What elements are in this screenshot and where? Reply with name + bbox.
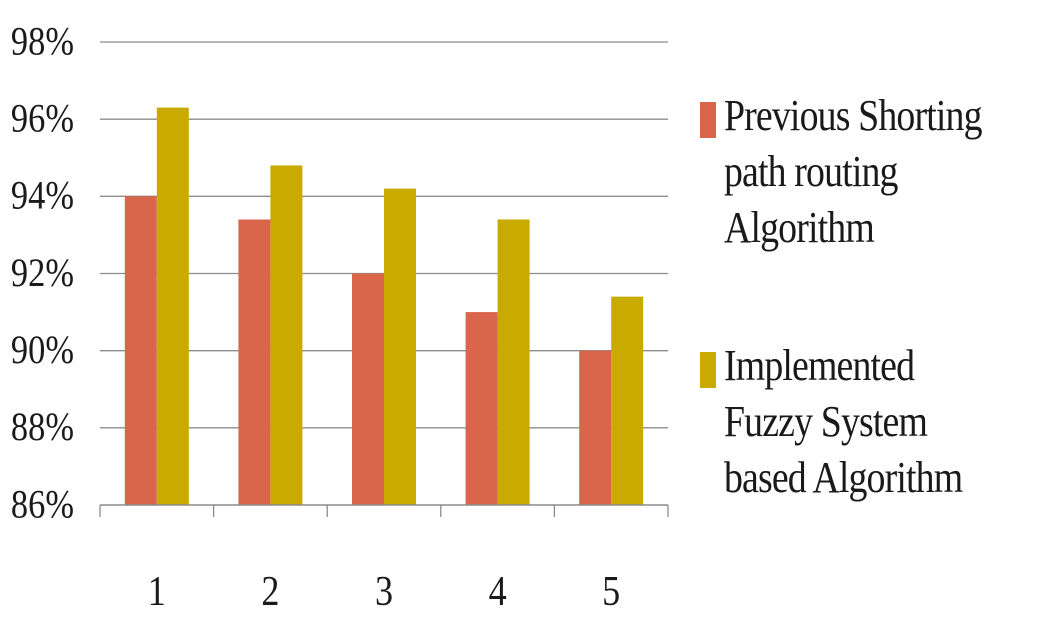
y-tick-label: 90% (11, 329, 74, 373)
bar-series-2-cat-5 (611, 296, 644, 505)
y-tick-label: 86% (11, 483, 74, 527)
bar-series-2-cat-3 (384, 188, 416, 505)
bar-series-1-cat-4 (465, 312, 498, 505)
x-tick-label: 4 (489, 569, 507, 615)
bar-series-2-cat-4 (497, 219, 530, 505)
bar-chart: 86% 88% 90% 92% 94% 96% 98% 1 2 3 4 5 (11, 20, 669, 615)
y-tick-label: 96% (11, 97, 74, 141)
legend-item-previous: Previous Shorting path routing Algorithm (700, 88, 1030, 256)
legend-item-implemented: Implemented Fuzzy System based Algorithm (700, 338, 1030, 506)
x-axis (99, 504, 669, 517)
legend-label-implemented: Implemented Fuzzy System based Algorithm (724, 341, 963, 502)
x-tick-label: 1 (148, 569, 166, 615)
bar-series-2-cat-2 (270, 165, 303, 505)
y-tick-label: 88% (11, 406, 74, 450)
x-tick-label: 2 (261, 569, 279, 615)
legend-label-previous: Previous Shorting path routing Algorithm (724, 91, 982, 252)
y-tick-label: 94% (11, 174, 74, 218)
y-tick-label: 98% (11, 20, 74, 64)
bar-series-1-cat-2 (238, 219, 271, 505)
y-tick-label: 92% (11, 252, 74, 296)
bar-series-1-cat-1 (124, 196, 157, 506)
y-axis-tick-labels: 86% 88% 90% 92% 94% 96% 98% (11, 20, 74, 527)
bar-series-2-cat-1 (156, 107, 189, 505)
x-axis-tick-labels: 1 2 3 4 5 (148, 569, 620, 615)
legend-swatch-previous (700, 102, 716, 138)
bars (124, 107, 644, 506)
x-tick-label: 3 (375, 569, 393, 615)
bar-series-1-cat-3 (352, 273, 384, 505)
bar-series-1-cat-5 (579, 350, 612, 505)
x-tick-label: 5 (602, 569, 620, 615)
legend-swatch-implemented (700, 352, 716, 388)
